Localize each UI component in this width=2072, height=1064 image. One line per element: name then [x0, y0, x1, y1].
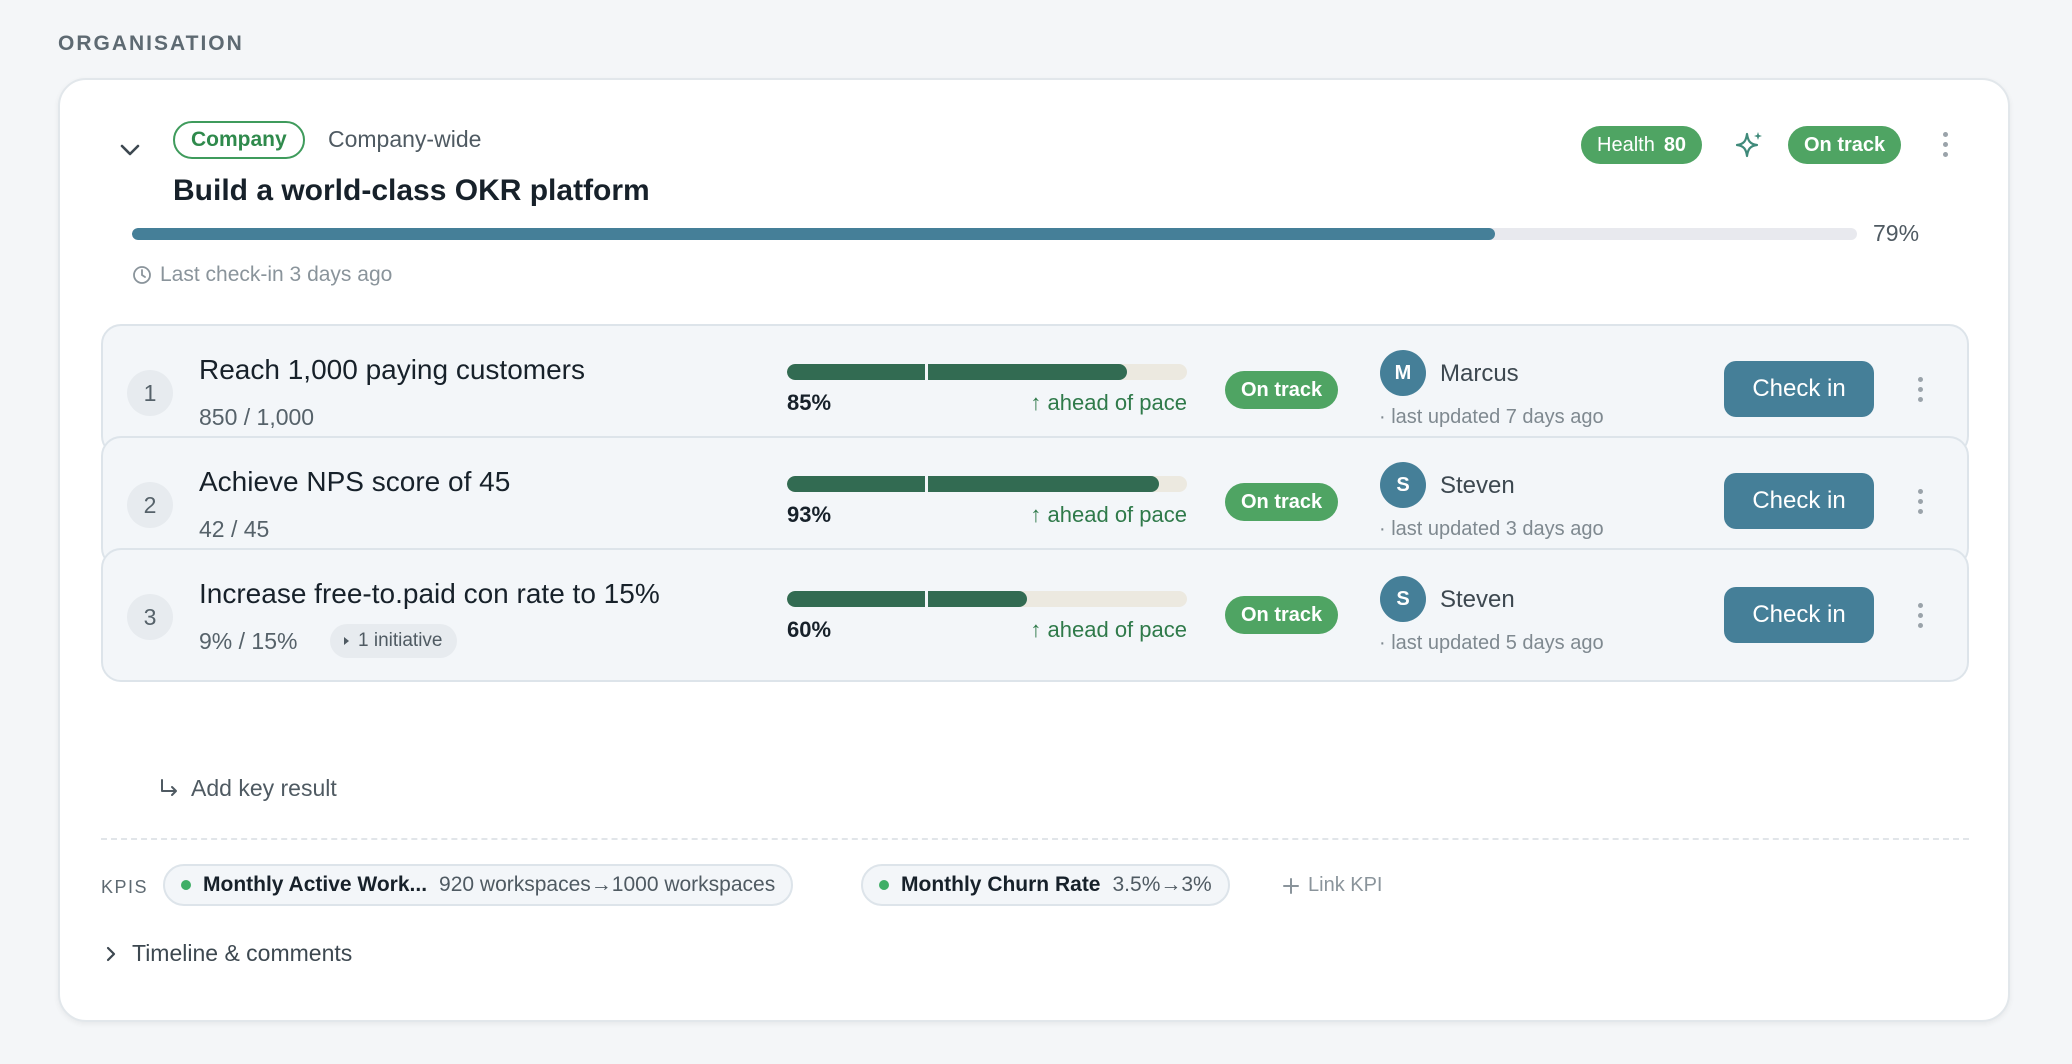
kr-progress-bar: [787, 476, 1187, 492]
health-label: Health: [1597, 133, 1655, 156]
kr-last-updated: · last updated 5 days ago: [1379, 632, 1604, 654]
link-kpi-button[interactable]: Link KPI: [1282, 874, 1382, 897]
section-label: ORGANISATION: [58, 32, 244, 55]
kr-percent: 93%: [787, 502, 832, 527]
objective-progress-percent: 79%: [1873, 220, 1920, 246]
kr-title[interactable]: Increase free-to.paid con rate to 15%: [199, 578, 660, 609]
objective-progress-fill: [132, 228, 1495, 240]
add-key-result-button[interactable]: Add key result: [157, 775, 337, 802]
chevron-right-icon: [106, 946, 116, 961]
health-badge[interactable]: Health 80: [1581, 126, 1703, 164]
objective-scope: Company-wide: [328, 126, 482, 152]
kr-number: 2: [127, 482, 173, 528]
kr-progress-fill: [787, 476, 1159, 492]
plus-icon: [1283, 877, 1299, 894]
kr-percent: 85%: [787, 390, 832, 415]
divider: [101, 838, 1969, 840]
link-kpi-label: Link KPI: [1308, 874, 1383, 896]
avatar: S: [1380, 576, 1426, 622]
kr-progress-fill: [787, 591, 1027, 607]
caret-right-icon: [344, 637, 349, 645]
kpi-values: 3.5%→3%: [1112, 873, 1212, 896]
kr-kebab-icon[interactable]: [1908, 595, 1932, 635]
kr-pace: ↑ ahead of pace: [1030, 390, 1187, 415]
kr-value: 9% / 15%: [199, 628, 298, 654]
clock-icon: [133, 266, 151, 284]
check-in-button[interactable]: Check in: [1724, 361, 1874, 417]
pace-marker: [925, 591, 928, 607]
arrow-return-icon: [161, 778, 177, 796]
kr-status-badge[interactable]: On track: [1225, 596, 1339, 634]
kr-value: 850 / 1,000: [199, 404, 315, 430]
ai-assist-button[interactable]: [1733, 128, 1767, 162]
kpi-status-dot: [181, 880, 191, 890]
kr-title[interactable]: Reach 1,000 paying customers: [199, 354, 585, 385]
add-key-result-label: Add key result: [191, 775, 337, 801]
kr-kebab-icon[interactable]: [1908, 369, 1932, 409]
kr-pace: ↑ ahead of pace: [1030, 502, 1187, 527]
timeline-toggle[interactable]: Timeline & comments: [104, 940, 352, 967]
timeline-label: Timeline & comments: [132, 940, 353, 966]
kr-status-badge[interactable]: On track: [1225, 371, 1339, 409]
kpis-label: KPIS: [101, 877, 149, 897]
objective-kebab-icon[interactable]: [1933, 124, 1957, 164]
last-checkin: Last check-in 3 days ago: [132, 263, 392, 287]
initiative-chip[interactable]: 1 initiative: [330, 624, 457, 658]
collapse-toggle[interactable]: [112, 132, 148, 168]
kr-number: 3: [127, 594, 173, 640]
kpi-status-dot: [879, 880, 889, 890]
check-in-button[interactable]: Check in: [1724, 587, 1874, 643]
kr-number: 1: [127, 370, 173, 416]
kr-pace: ↑ ahead of pace: [1030, 617, 1187, 642]
kr-value: 42 / 45: [199, 516, 270, 542]
pace-marker: [925, 476, 928, 492]
objective-card: Company Company-wide Build a world-class…: [58, 78, 2010, 1022]
objective-progress-bar: [132, 228, 1857, 240]
kr-status-badge[interactable]: On track: [1225, 483, 1339, 521]
chevron-down-icon: [120, 144, 140, 156]
kr-progress-fill: [787, 364, 1127, 380]
avatar: S: [1380, 462, 1426, 508]
kpi-values: 920 workspaces→1000 workspaces: [439, 873, 776, 896]
key-result-row: 3 Increase free-to.paid con rate to 15% …: [101, 548, 1969, 682]
check-in-button[interactable]: Check in: [1724, 473, 1874, 529]
kr-percent: 60%: [787, 617, 832, 642]
kr-title[interactable]: Achieve NPS score of 45: [199, 466, 511, 497]
initiative-label: 1 initiative: [358, 630, 443, 651]
last-checkin-text: Last check-in 3 days ago: [160, 263, 393, 286]
avatar: M: [1380, 350, 1426, 396]
kr-last-updated: · last updated 7 days ago: [1379, 406, 1604, 428]
pace-marker: [925, 364, 928, 380]
kr-progress-bar: [787, 591, 1187, 607]
kpi-name: Monthly Churn Rate: [901, 873, 1101, 896]
kr-owner: Steven: [1440, 472, 1515, 499]
level-tag: Company: [173, 121, 305, 159]
objective-title[interactable]: Build a world-class OKR platform: [173, 174, 650, 207]
kr-kebab-icon[interactable]: [1908, 481, 1932, 521]
kr-last-updated: · last updated 3 days ago: [1379, 518, 1604, 540]
kr-owner: Steven: [1440, 586, 1515, 613]
kpi-chip[interactable]: Monthly Active Work... 920 workspaces→10…: [163, 864, 794, 906]
kpi-chip[interactable]: Monthly Churn Rate 3.5%→3%: [861, 864, 1230, 906]
kr-owner: Marcus: [1440, 360, 1519, 387]
sparkle-icon: [1735, 132, 1762, 158]
kr-progress-bar: [787, 364, 1187, 380]
health-score: 80: [1663, 133, 1687, 156]
key-result-row: 2 Achieve NPS score of 45 42 / 45 93% ↑ …: [101, 436, 1969, 568]
kpi-name: Monthly Active Work...: [203, 873, 428, 896]
objective-status-badge[interactable]: On track: [1788, 126, 1902, 164]
